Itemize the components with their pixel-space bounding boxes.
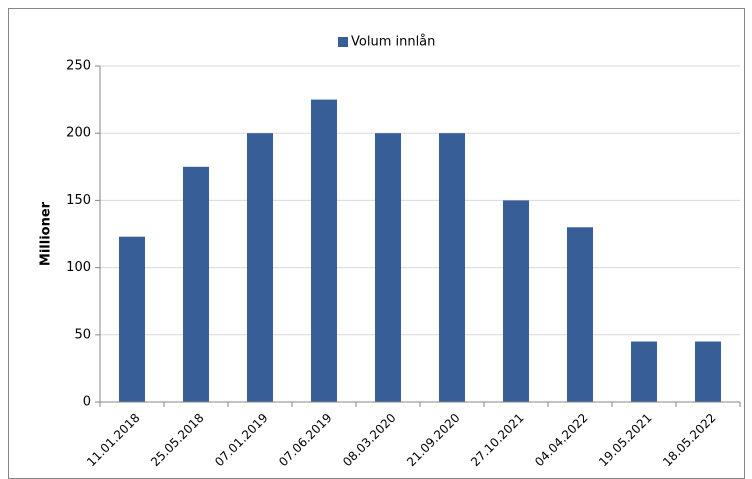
- bar: [183, 166, 209, 402]
- y-tick-label: 200: [66, 126, 91, 141]
- x-tick-label: 18.05.2022: [660, 411, 718, 469]
- x-tick-label: 04.04.2022: [532, 411, 590, 469]
- bar: [631, 341, 657, 402]
- y-tick-label: 250: [66, 59, 91, 74]
- y-axis-label: Millioner: [39, 201, 54, 266]
- x-tick-label: 08.03.2020: [340, 411, 398, 469]
- x-tick-label: 27.10.2021: [468, 411, 526, 469]
- bar: [567, 227, 593, 402]
- bar: [375, 133, 401, 402]
- bar: [119, 236, 145, 402]
- y-tick-label: 0: [83, 395, 91, 410]
- bar: [439, 133, 465, 402]
- bar: [695, 341, 721, 402]
- legend-label: Volum innlån: [351, 35, 435, 50]
- x-tick-label: 07.01.2019: [212, 411, 270, 469]
- bar: [503, 200, 529, 402]
- bar: [311, 99, 337, 402]
- y-tick-label: 50: [74, 327, 91, 342]
- x-tick-label: 11.01.2018: [84, 411, 142, 469]
- bar: [247, 133, 273, 402]
- x-tick-label: 07.06.2019: [276, 411, 334, 469]
- x-tick-label: 25.05.2018: [148, 411, 206, 469]
- x-tick-label: 19.05.2021: [596, 411, 654, 469]
- legend-swatch: [338, 37, 348, 47]
- y-tick-label: 150: [66, 193, 91, 208]
- x-tick-label: 21.09.2020: [404, 411, 462, 469]
- y-tick-label: 100: [66, 260, 91, 275]
